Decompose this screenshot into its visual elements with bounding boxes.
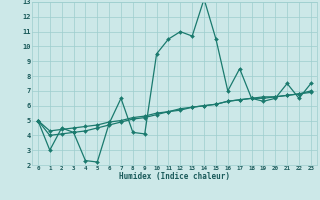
X-axis label: Humidex (Indice chaleur): Humidex (Indice chaleur): [119, 172, 230, 182]
